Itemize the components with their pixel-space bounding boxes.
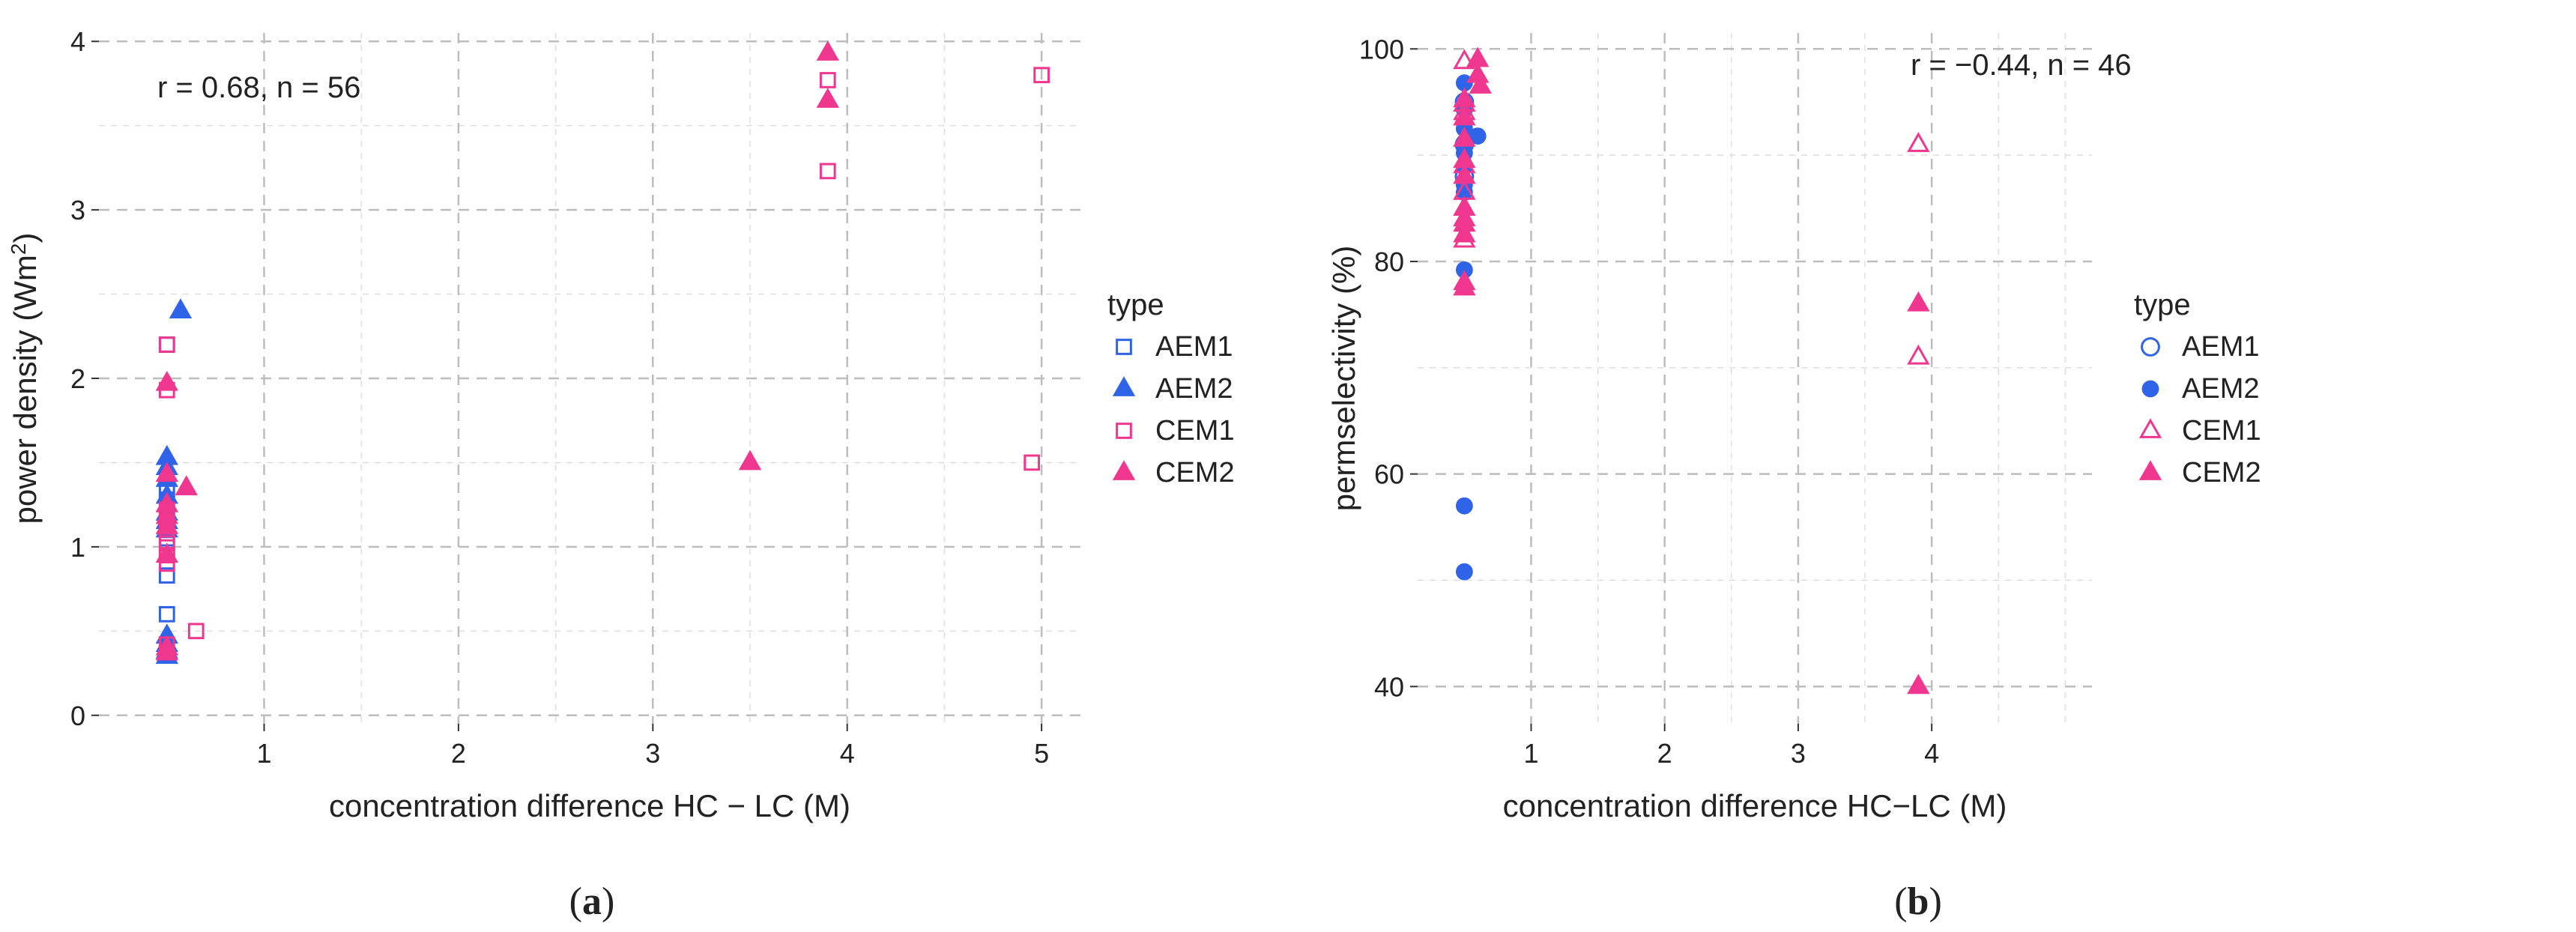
legend-label: CEM2 [1155, 457, 1235, 488]
data-point [158, 336, 175, 353]
legend-marker [2138, 418, 2162, 438]
correlation-annotation: r = 0.68, n = 56 [157, 71, 360, 104]
legend-marker [1112, 460, 1136, 480]
data-point [816, 88, 839, 108]
y-tick-label: 0 [70, 700, 85, 731]
data-point [1453, 222, 1476, 243]
data-point [169, 298, 193, 318]
data-point [1907, 674, 1930, 695]
legend-label: AEM1 [1155, 331, 1233, 363]
chart-panel-a: 1 2 3 4 5 0 1 2 3 4 concentration difference HC − … [7, 26, 1235, 923]
y-axis-title: permselectivity (%) [1326, 246, 1361, 512]
legend-marker [2141, 380, 2159, 398]
legend-label: AEM1 [2182, 331, 2259, 363]
data-point [155, 462, 178, 482]
legend-title: type [1107, 288, 1164, 321]
data-point [1453, 163, 1476, 184]
legend-label: AEM2 [1155, 373, 1233, 405]
legend: type AEM1 AEM2 CEM1 CEM2 [1107, 288, 1235, 488]
y-tick-label: 40 [1374, 671, 1404, 702]
data-point [1469, 73, 1492, 94]
data-point [1455, 563, 1473, 581]
y-tick-label: 2 [70, 363, 85, 394]
data-point [1455, 497, 1473, 515]
y-tick-label: 80 [1374, 246, 1404, 277]
data-point [738, 450, 762, 470]
y-tick-label: 4 [70, 26, 85, 57]
y-tick-label: 1 [70, 532, 85, 563]
data-point [1024, 454, 1041, 471]
data-point [158, 605, 175, 623]
x-tick-label: 1 [256, 738, 271, 769]
legend-title: type [2134, 288, 2191, 321]
data-point [1453, 275, 1476, 296]
series-aem2 [1455, 74, 1487, 581]
data-point [155, 514, 178, 534]
x-axis-title: concentration difference HC − LC (M) [329, 788, 850, 823]
data-point [1453, 49, 1476, 70]
chart-panel-b: 1 2 3 4 40 60 80 100 concentration difference HC… [1326, 33, 2261, 923]
x-tick-label: 2 [1657, 738, 1672, 769]
data-point [158, 336, 175, 353]
legend-marker [1112, 376, 1136, 396]
data-point [819, 163, 836, 180]
data-point [155, 640, 178, 661]
y-tick-label: 60 [1374, 459, 1404, 490]
series-cem2 [1453, 46, 1930, 695]
data-point [1455, 261, 1473, 279]
data-point [1033, 67, 1050, 84]
data-point [155, 370, 178, 391]
y-axis-title: power density (Wm2) [7, 233, 43, 524]
data-point [1907, 291, 1930, 312]
panel-caption: (a) [569, 880, 615, 923]
data-point [155, 542, 178, 563]
x-tick-label: 3 [1791, 738, 1806, 769]
x-tick-label: 1 [1523, 738, 1538, 769]
series-cem1 [1453, 49, 1930, 365]
data-point [187, 623, 205, 640]
y-tick-label: 3 [70, 195, 85, 226]
legend-marker [2138, 460, 2162, 480]
data-point [1453, 105, 1476, 126]
series-cem1 [158, 67, 1050, 653]
data-point [816, 40, 839, 61]
data-point [175, 475, 198, 496]
data-point [1455, 74, 1473, 92]
legend: type AEM1 AEM2 CEM1 CEM2 [2134, 288, 2261, 488]
series-cem2 [155, 40, 839, 661]
y-tick-label: 100 [1359, 34, 1404, 64]
legend-marker [1116, 339, 1132, 355]
x-tick-label: 5 [1034, 738, 1049, 769]
legend-label: AEM2 [2182, 373, 2259, 405]
legend-marker [1116, 423, 1132, 439]
data-point [819, 72, 836, 88]
legend-label: CEM1 [1155, 415, 1235, 447]
x-tick-label: 2 [451, 738, 466, 769]
data-point [1453, 127, 1476, 147]
legend-label: CEM2 [2182, 457, 2261, 488]
x-tick-label: 4 [840, 738, 855, 769]
data-point [158, 567, 175, 584]
data-point [1469, 127, 1487, 145]
legend-marker [2141, 337, 2160, 357]
panel-caption: (b) [1894, 880, 1942, 923]
x-tick-label: 3 [645, 738, 660, 769]
x-axis-title: concentration difference HC−LC (M) [1503, 788, 2007, 823]
data-point [1907, 344, 1930, 365]
x-tick-label: 4 [1924, 738, 1939, 769]
legend-label: CEM1 [2182, 415, 2261, 447]
data-point [1907, 132, 1930, 152]
correlation-annotation: r = −0.44, n = 46 [1911, 49, 2132, 82]
